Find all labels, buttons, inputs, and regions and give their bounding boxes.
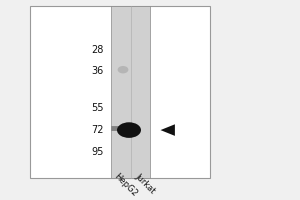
Bar	[30, 6, 210, 178]
Ellipse shape	[118, 66, 128, 73]
Polygon shape	[160, 124, 175, 136]
Text: Jurkat: Jurkat	[134, 172, 157, 196]
Text: 28: 28	[91, 45, 104, 55]
Text: 36: 36	[91, 66, 104, 76]
Ellipse shape	[117, 122, 141, 138]
Bar	[111, 6, 150, 178]
Text: 55: 55	[91, 103, 103, 113]
Text: 72: 72	[91, 125, 103, 135]
Text: HepG2: HepG2	[112, 172, 139, 199]
Text: 95: 95	[91, 147, 104, 157]
